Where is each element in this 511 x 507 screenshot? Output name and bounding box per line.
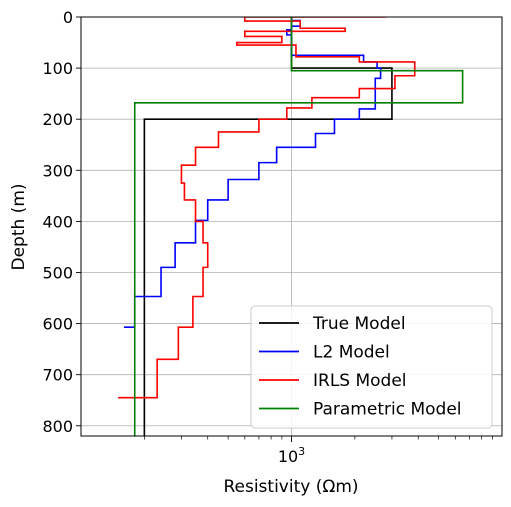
y-tick-label: 700 — [42, 366, 73, 385]
y-tick-label: 500 — [42, 263, 73, 282]
y-tick-label: 800 — [42, 417, 73, 436]
series-line-2 — [118, 17, 416, 399]
y-tick-label: 200 — [42, 110, 73, 129]
y-tick-label: 300 — [42, 161, 73, 180]
legend-box — [250, 305, 493, 429]
y-tick-label: 400 — [42, 212, 73, 231]
x-axis-label: Resistivity (Ωm) — [223, 477, 358, 497]
ticks: 0 100 200 300 400 500 600 700 800 103 — [42, 8, 493, 466]
y-tick-label: 100 — [42, 59, 73, 78]
legend-label-1: L2 Model — [313, 343, 390, 363]
legend: True Model L2 Model IRLS Model Parametric M… — [250, 305, 493, 429]
series-line-1 — [123, 17, 382, 328]
y-tick-label: 600 — [42, 315, 73, 334]
legend-label-3: Parametric Model — [313, 400, 462, 420]
y-tick-label: 0 — [63, 8, 73, 27]
legend-label-2: IRLS Model — [313, 371, 407, 391]
series-layer — [118, 17, 464, 436]
legend-label-0: True Model — [312, 314, 406, 334]
y-axis-label: Depth (m) — [9, 183, 29, 270]
x-tick-label: 103 — [278, 445, 305, 466]
series-line-3 — [133, 17, 464, 436]
